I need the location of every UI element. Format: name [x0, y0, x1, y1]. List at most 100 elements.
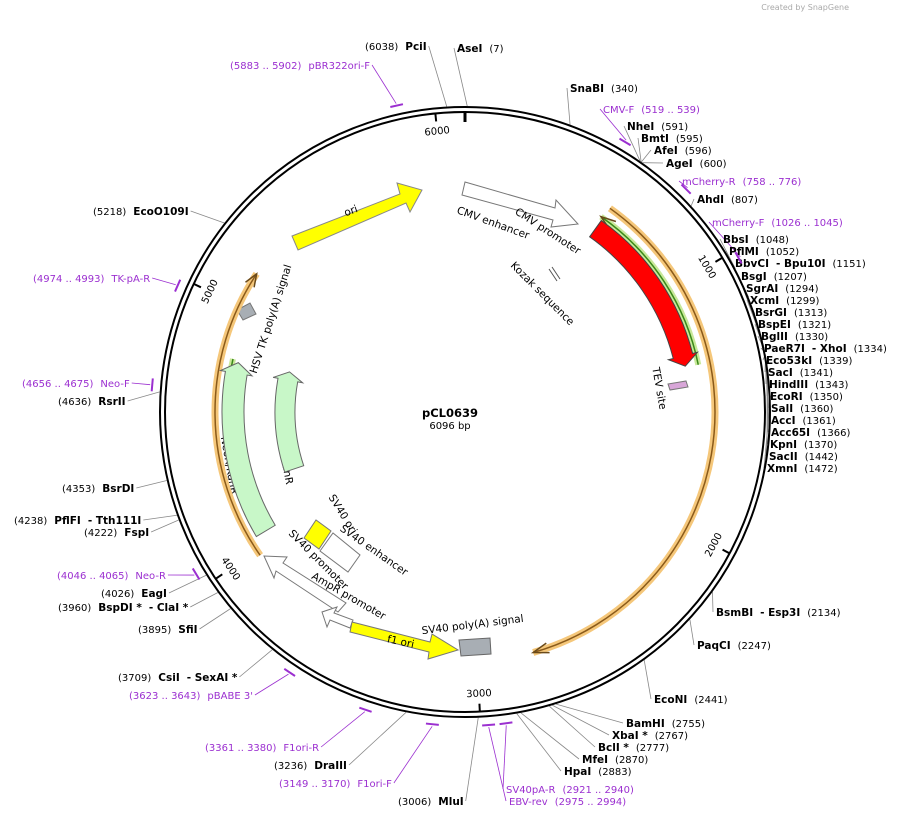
- primer-leader: [254, 673, 289, 696]
- enzyme-leader: [637, 137, 642, 162]
- feature-label: ori: [342, 203, 359, 219]
- primer-leader: [371, 64, 397, 104]
- enzyme-label: PciI: [405, 41, 426, 53]
- enzyme-leader: [516, 713, 562, 772]
- enzyme-label: SgrAI: [746, 283, 778, 295]
- ruler-label: 5000: [200, 278, 221, 306]
- enzyme-leader: [199, 608, 231, 630]
- enzyme-label: (1334): [854, 344, 887, 355]
- enzyme-label: (591): [661, 122, 688, 133]
- enzyme-leader: [465, 717, 479, 802]
- enzyme-label: BclI *: [598, 742, 629, 754]
- primer-mark: [425, 722, 439, 726]
- ruler-label: 2000: [703, 531, 725, 559]
- primer-mark: [359, 706, 372, 713]
- primer-leader: [393, 726, 433, 784]
- ruler-tick: [193, 283, 202, 289]
- enzyme-leader: [566, 87, 571, 125]
- primer-leader: [320, 711, 366, 748]
- primer-leader: [488, 727, 507, 802]
- primer-label: (3149 .. 3170): [279, 779, 351, 790]
- feature-label: SV40 poly(A) signal: [421, 613, 524, 637]
- cmv-arrow: [461, 181, 580, 228]
- enzyme-label: (1151): [833, 259, 866, 270]
- orf-arrowhead: [245, 272, 258, 288]
- primer-label: (3361 .. 3380): [205, 743, 277, 754]
- enzyme-label: MluI: [438, 796, 463, 808]
- enzyme-leader: [127, 391, 160, 402]
- enzyme-leader: [348, 711, 407, 766]
- enzyme-label: (1299): [786, 296, 819, 307]
- enzyme-leader: [143, 514, 178, 521]
- enzyme-label: MfeI: [582, 754, 608, 766]
- enzyme-label: (1339): [819, 356, 852, 367]
- primer-leader: [131, 382, 151, 386]
- kozak-mark: [548, 268, 558, 282]
- enzyme-leader: [712, 591, 714, 613]
- enzyme-label: BsgI: [741, 271, 767, 283]
- enzyme-label: (1313): [794, 308, 827, 319]
- enzyme-label: (1366): [817, 428, 850, 439]
- enzyme-label: (1350): [810, 392, 843, 403]
- enzyme-label: - ClaI *: [149, 602, 189, 614]
- ruler-tick: [714, 256, 723, 263]
- enzyme-leader: [453, 47, 468, 107]
- enzyme-label: - Bpu10I: [776, 258, 826, 270]
- enzyme-label: - SexAI *: [187, 672, 238, 684]
- enzyme-label: EcoO109I: [133, 206, 188, 218]
- primer-label: (2975 .. 2994): [555, 797, 627, 808]
- enzyme-leader: [689, 619, 695, 646]
- enzyme-label: SalI: [771, 403, 793, 415]
- enzyme-label: AccI: [771, 415, 795, 427]
- enzyme-label: (1207): [774, 272, 807, 283]
- enzyme-label: BsrDI: [102, 483, 134, 495]
- primer-label: TK-pA-R: [110, 274, 150, 285]
- enzyme-label: PaqCI: [697, 640, 731, 652]
- primer-mark: [283, 667, 296, 677]
- enzyme-label: (2247): [738, 641, 771, 652]
- enzyme-leader: [641, 149, 652, 163]
- primer-label: (1026 .. 1045): [771, 218, 843, 229]
- enzyme-label: (340): [611, 84, 638, 95]
- primer-mark: [191, 567, 201, 581]
- enzyme-label: (4026): [101, 589, 134, 600]
- enzyme-leader: [623, 125, 641, 162]
- sv40-promoter-arrow: [263, 555, 347, 613]
- enzyme-label: - Tth111I: [88, 515, 142, 527]
- enzyme-label: (1321): [798, 320, 831, 331]
- enzyme-label: (4238): [14, 516, 47, 527]
- enzyme-leader: [690, 198, 695, 207]
- enzyme-leader: [719, 238, 736, 269]
- enzyme-label: SacII: [769, 451, 798, 463]
- enzyme-label: AseI: [457, 43, 482, 55]
- enzyme-label: PflMI: [729, 246, 759, 258]
- enzyme-label: (807): [731, 195, 758, 206]
- feature-label: f1 ori: [386, 633, 415, 650]
- enzyme-leader: [190, 592, 219, 608]
- enzyme-leader: [520, 712, 580, 760]
- enzyme-leader: [643, 659, 652, 700]
- ruler-label: 6000: [424, 125, 450, 138]
- feature-label: TEV site: [649, 366, 668, 411]
- enzyme-label: (2777): [636, 743, 669, 754]
- ruler-label: 4000: [219, 555, 242, 582]
- enzyme-label: (6038): [365, 42, 398, 53]
- enzyme-label: (2755): [672, 719, 705, 730]
- primer-mark: [150, 378, 154, 392]
- enzyme-leader: [555, 703, 624, 724]
- sv40-ori-box: [303, 519, 332, 550]
- orf-line: [532, 207, 716, 654]
- primer-label: (3623 .. 3643): [129, 691, 201, 702]
- enzyme-label: (3709): [118, 673, 151, 684]
- enzyme-label: AfeI: [654, 145, 678, 157]
- feature-label: Kozak sequence: [508, 260, 576, 328]
- enzyme-label: BbvCI: [735, 258, 769, 270]
- enzyme-leader: [552, 704, 610, 736]
- orf-arrowhead: [530, 642, 550, 654]
- primer-label: Neo-R: [135, 571, 166, 582]
- backbone: [159, 106, 771, 718]
- enzyme-leader: [428, 45, 448, 107]
- enzyme-label: EcoNI: [654, 694, 687, 706]
- enzyme-label: (1361): [802, 416, 835, 427]
